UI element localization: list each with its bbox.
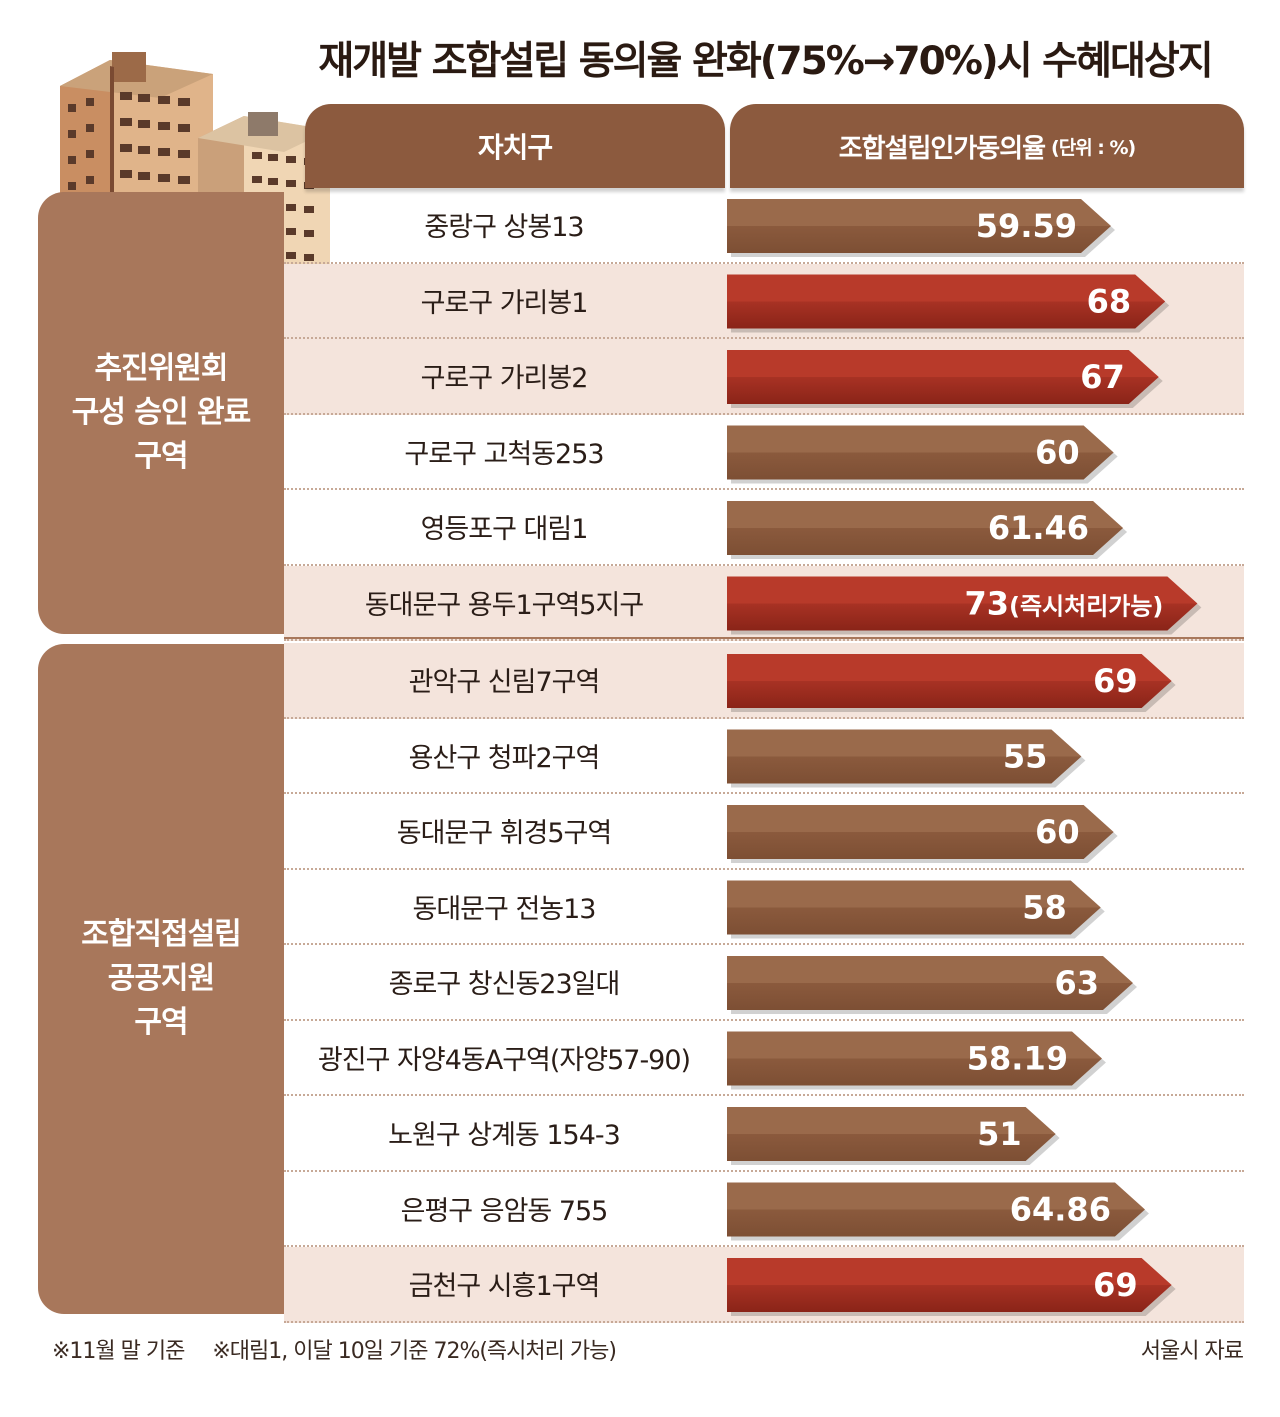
source-credit: 서울시 자료 [1140, 1339, 1244, 1364]
table-row: 중랑구 상봉13 [284, 188, 1244, 264]
district-label: 광진구 자양4동A구역(자양57-90) [317, 1044, 691, 1076]
value-number: 69 [1093, 1266, 1138, 1304]
value-label: 63 [1054, 964, 1099, 1002]
district-label: 금천구 시흥1구역 [408, 1271, 601, 1303]
value-label: 60 [1035, 434, 1080, 472]
header-rate: 조합설립인가동의율 (단위 : %) [730, 104, 1244, 188]
value-number: 63 [1054, 964, 1099, 1002]
district-label: 은평구 응암동 755 [400, 1195, 609, 1227]
value-label: 68 [1087, 283, 1132, 321]
group-label: 추진위원회 구성 승인 완료 구역 [71, 351, 251, 474]
header-rate-label: 조합설립인가동의율 [838, 133, 1046, 164]
value-label: 67 [1080, 358, 1125, 396]
district-label: 영등포구 대림1 [420, 514, 589, 546]
bar [727, 274, 1166, 329]
district-label: 구로구 가리봉1 [420, 287, 589, 319]
value-label: 58 [1022, 889, 1067, 927]
table-row: 광진구 자양4동A구역(자양57-90) [284, 1021, 1244, 1096]
value-number: 64.86 [1010, 1191, 1111, 1229]
footnote-daerim: ※대림1, 이달 10일 기준 72%(즉시처리 가능) [212, 1339, 617, 1364]
group-label: 조합직접설립 공공지원 구역 [81, 917, 242, 1040]
value-number: 67 [1080, 358, 1125, 396]
value-note: (즉시처리가능) [1009, 593, 1163, 621]
bar [727, 425, 1114, 480]
bar [727, 576, 1198, 631]
value-label: 73(즉시처리가능) [964, 585, 1163, 623]
value-number: 58 [1022, 889, 1067, 927]
value-label: 60 [1035, 813, 1080, 851]
value-label: 69 [1093, 1266, 1138, 1304]
chart-title: 재개발 조합설립 동의율 완화(75%→70%)시 수혜대상지 [318, 39, 1213, 84]
value-label: 59.59 [976, 207, 1077, 245]
footnote-date: ※11월 말 기준 [52, 1339, 185, 1364]
bar [727, 729, 1082, 784]
bar [727, 199, 1111, 253]
table-row: 구로구 고척동253 [284, 415, 1244, 490]
value-label: 64.86 [1010, 1191, 1111, 1229]
district-label: 중랑구 상봉13 [424, 212, 584, 244]
value-label: 69 [1093, 662, 1138, 700]
table-row: 동대문구 전농13 [284, 870, 1244, 945]
district-label: 노원구 상계동 154-3 [388, 1120, 621, 1152]
value-number: 58.19 [967, 1040, 1068, 1078]
value-number: 60 [1035, 813, 1080, 851]
bar [727, 1107, 1056, 1161]
table-row: 영등포구 대림1 [284, 490, 1244, 566]
value-number: 68 [1087, 283, 1132, 321]
bar [727, 654, 1172, 708]
bar [727, 1031, 1102, 1086]
value-number: 55 [1003, 738, 1048, 776]
district-label: 동대문구 용두1구역5지구 [364, 589, 644, 621]
bar [727, 956, 1133, 1010]
bar [727, 1182, 1145, 1237]
table-row: 은평구 응암동 755 [284, 1172, 1244, 1247]
district-label: 관악구 신림7구역 [408, 667, 601, 699]
value-label: 61.46 [988, 509, 1089, 547]
district-label: 종로구 창신동23일대 [388, 969, 621, 1001]
bar [727, 1258, 1172, 1312]
value-number: 73 [964, 585, 1009, 623]
table-row: 종로구 창신동23일대 [284, 945, 1244, 1021]
value-label: 51 [977, 1115, 1022, 1153]
table-row: 노원구 상계동 154-3 [284, 1096, 1244, 1172]
value-number: 60 [1035, 434, 1080, 472]
bar [727, 805, 1114, 859]
value-number: 69 [1093, 662, 1138, 700]
table-row: 용산구 청파2구역 [284, 719, 1244, 794]
value-number: 59.59 [976, 207, 1077, 245]
bar [727, 880, 1101, 935]
header-district-label: 자치구 [477, 131, 553, 164]
district-label: 동대문구 전농13 [412, 893, 597, 925]
header-unit: (단위 : %) [1051, 136, 1136, 159]
group-panel-committee: 추진위원회 구성 승인 완료 구역 [38, 192, 284, 634]
value-label: 55 [1003, 738, 1048, 776]
district-label: 용산구 청파2구역 [408, 742, 601, 774]
group-divider [284, 637, 1244, 639]
table-row: 동대문구 휘경5구역 [284, 794, 1244, 870]
value-number: 51 [977, 1115, 1022, 1153]
district-label: 동대문구 휘경5구역 [396, 818, 612, 850]
district-label: 구로구 고척동253 [404, 438, 604, 470]
bar [727, 501, 1124, 555]
header-district: 자치구 [305, 104, 725, 188]
value-label: 58.19 [967, 1040, 1068, 1078]
group-panel-public-support: 조합직접설립 공공지원 구역 [38, 644, 284, 1314]
bar [727, 350, 1159, 404]
value-number: 61.46 [988, 509, 1089, 547]
district-label: 구로구 가리봉2 [420, 363, 589, 395]
footnotes: ※11월 말 기준 ※대림1, 이달 10일 기준 72%(즉시처리 가능) [52, 1333, 644, 1365]
